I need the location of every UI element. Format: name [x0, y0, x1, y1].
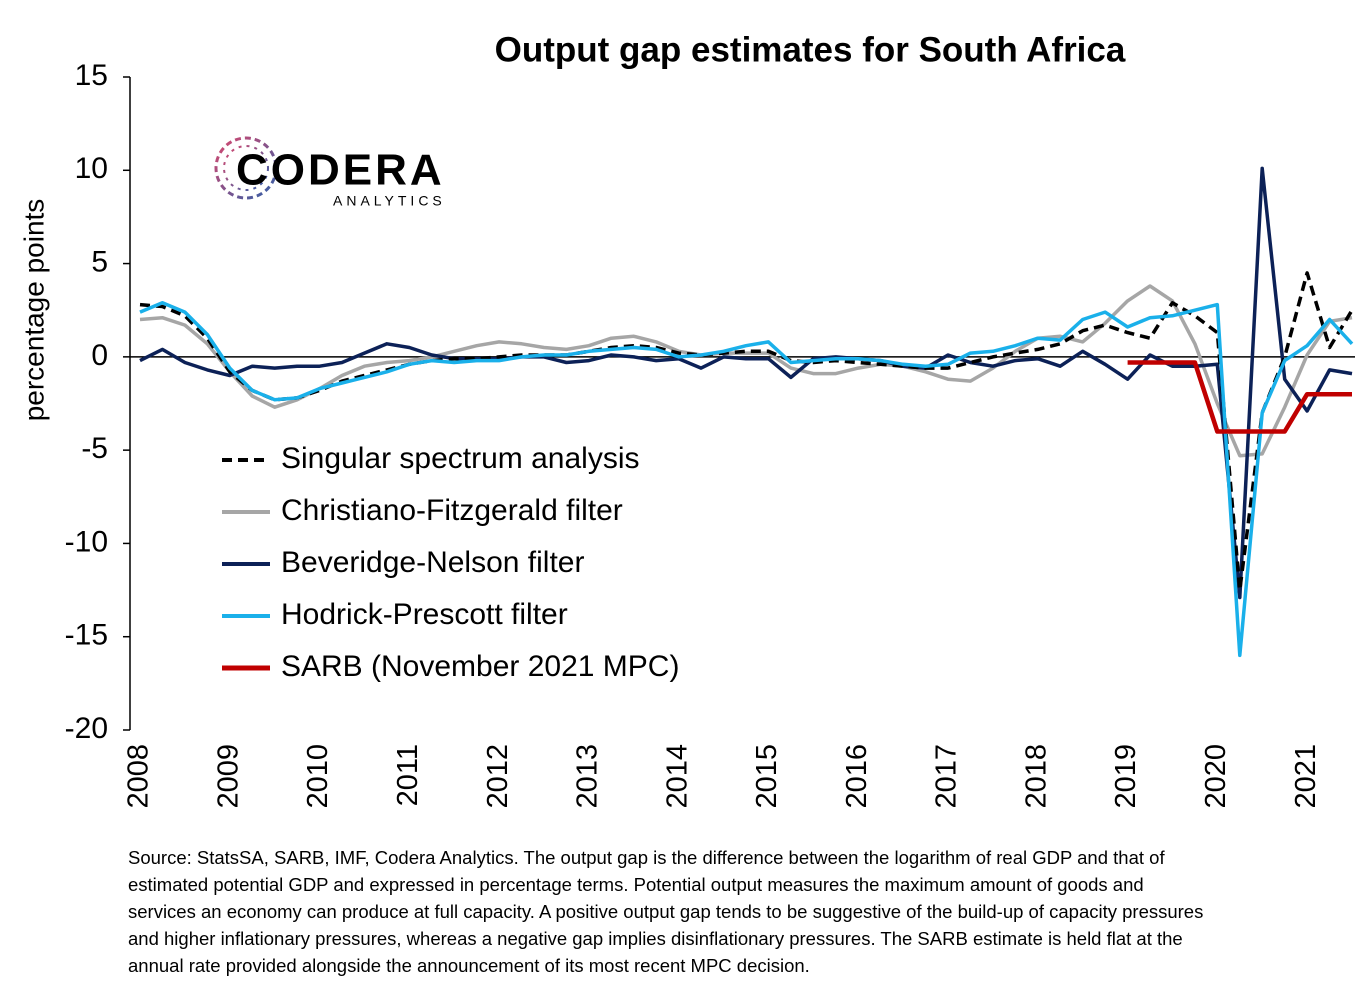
- footnote: Source: StatsSA, SARB, IMF, Codera Analy…: [128, 847, 1203, 976]
- x-tick-label: 2010: [302, 744, 334, 809]
- logo-name: CODERA: [236, 146, 445, 195]
- series-line: [139, 166, 1353, 600]
- logo: CODERA ANALYTICS: [214, 136, 446, 209]
- legend-label: Singular spectrum analysis: [281, 442, 640, 475]
- legend-label: SARB (November 2021 MPC): [281, 650, 679, 683]
- legend-label: Hodrick-Prescott filter: [281, 598, 568, 631]
- series-line: [139, 284, 1353, 458]
- y-tick-label: 15: [75, 59, 108, 92]
- y-tick-label: -20: [65, 712, 108, 745]
- legend-label: Beveridge-Nelson filter: [281, 546, 584, 579]
- source-line: Source: StatsSA, SARB, IMF, Codera Analy…: [128, 847, 1165, 868]
- series-line: [139, 301, 1354, 658]
- y-tick-label: -10: [65, 525, 108, 558]
- x-tick-label: 2011: [392, 744, 424, 806]
- x-tick-label: 2018: [1020, 744, 1052, 809]
- y-tick-label: 5: [91, 245, 108, 278]
- series-line: [139, 271, 1354, 592]
- logo-sub: ANALYTICS: [333, 193, 446, 209]
- x-tick-label: 2020: [1200, 744, 1232, 809]
- logo-ring: [223, 145, 269, 191]
- series-line: [1127, 360, 1352, 434]
- x-tick-label: 2009: [212, 744, 244, 809]
- x-tick-label: 2021: [1290, 744, 1322, 809]
- x-tick-label: 2014: [661, 744, 693, 809]
- x-tick-label: 2013: [572, 744, 604, 809]
- legend: Singular spectrum analysis Christiano-Fit…: [222, 442, 679, 683]
- y-tick-label: 10: [75, 152, 108, 185]
- y-tick-label: 0: [91, 339, 108, 372]
- x-tick-label: 2017: [931, 744, 963, 809]
- x-tick-label: 2012: [482, 744, 514, 809]
- x-tick-label: 2015: [751, 744, 783, 809]
- x-tick-label: 2008: [123, 744, 155, 809]
- legend-label: Christiano-Fitzgerald filter: [281, 494, 623, 527]
- source-line: annual rate provided alongside the annou…: [128, 955, 810, 976]
- source-line: and higher inflationary pressures, where…: [128, 928, 1183, 949]
- source-line: services an economy can produce at full …: [128, 901, 1203, 922]
- y-tick-label: -5: [81, 432, 108, 465]
- y-axis-label: percentage points: [18, 199, 49, 422]
- logo-ring: [214, 136, 278, 200]
- plot-area: -20 -15 -10 -5 0 5 10 15 2008 2009 2010 2011 2012 201…: [65, 59, 1355, 809]
- chart-title: Output gap estimates for South Africa: [495, 30, 1126, 69]
- source-line: estimated potential GDP and expressed in…: [128, 874, 1144, 895]
- y-tick-label: -15: [65, 619, 108, 652]
- x-tick-label: 2016: [841, 744, 873, 809]
- x-tick-label: 2019: [1110, 744, 1142, 809]
